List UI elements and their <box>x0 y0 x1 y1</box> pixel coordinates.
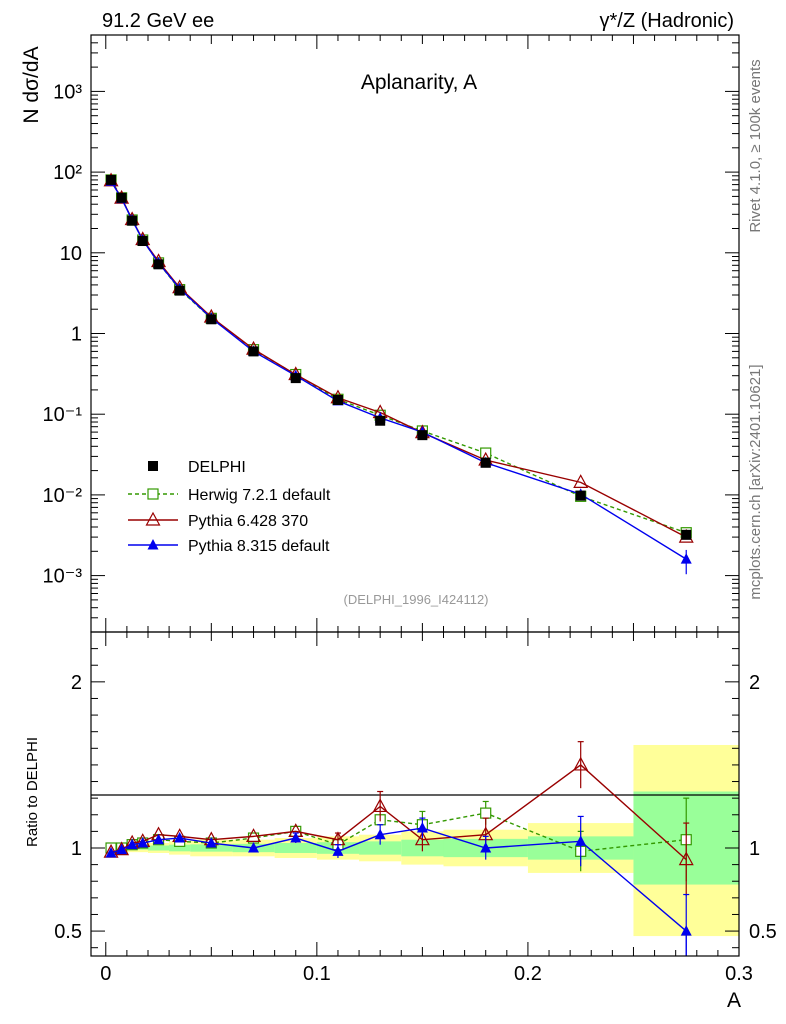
ratio-y-tick-label-right: 0.5 <box>749 921 777 943</box>
main-series-delphi <box>106 174 692 540</box>
main-series-pythia-8-315-default <box>105 175 692 564</box>
green-band-segment <box>147 845 170 851</box>
ratio-series-pythia-8-315-default <box>105 815 692 956</box>
ratio-point-pythia-6-428-370 <box>246 828 262 842</box>
ratio-point-pythia-8-315-default <box>290 832 302 843</box>
ratio-point-pythia-6-428-370 <box>414 831 430 846</box>
header-right: γ*/Z (Hadronic) <box>600 10 734 32</box>
plot-title: Aplanarity, A <box>361 71 477 94</box>
x-tick-label: 0 <box>100 963 111 985</box>
main-series-herwig-7-2-1-default <box>105 174 692 539</box>
ratio-point-pythia-8-315-default <box>174 832 186 843</box>
main-point-delphi <box>248 346 259 357</box>
ratio-y-tick-label-left: 2 <box>71 672 82 694</box>
legend: DELPHI Herwig 7.2.1 default Pythia 6.428 3… <box>128 459 331 555</box>
main-point-delphi <box>417 430 428 441</box>
main-point-delphi <box>206 314 217 325</box>
header-left: 91.2 GeV ee <box>102 10 214 32</box>
main-point-delphi <box>332 394 343 405</box>
ratio-point-pythia-8-315-default <box>105 846 117 858</box>
main-series-group <box>103 172 694 575</box>
ratio-point-pythia-8-315-default <box>126 838 138 850</box>
ratio-y-axis-label: Ratio to DELPHI <box>24 737 41 847</box>
legend-label-herwig-7-2-1-default: Herwig 7.2.1 default <box>188 487 331 504</box>
ratio-y-ticks: 0.5 0.5 1 1 2 2 <box>54 648 777 949</box>
ratio-point-pythia-6-428-370 <box>678 851 694 866</box>
main-point-delphi <box>137 236 148 247</box>
x-ticks: 0 0.1 0.2 0.3 <box>100 35 753 985</box>
ratio-point-pythia-8-315-default <box>480 842 492 853</box>
x-tick-label: 0.1 <box>303 963 331 985</box>
ratio-y-tick-label-left: 1 <box>71 838 82 860</box>
main-y-ticks: 10⁻³ 10⁻² 10⁻¹ 1 10 10² 10³ <box>43 34 739 633</box>
main-point-pythia-6-428-370 <box>573 474 589 488</box>
analysis-id: (DELPHI_1996_I424112) <box>343 592 488 607</box>
ratio-point-pythia-8-315-default <box>205 837 217 848</box>
mcplots-label: mcplots.cern.ch [arXiv:2401.10621] <box>747 364 764 599</box>
main-point-delphi <box>106 174 117 185</box>
main-line-herwig-7-2-1-default <box>110 179 687 534</box>
main-y-tick-label: 10² <box>53 162 82 184</box>
ratio-point-pythia-8-315-default <box>332 845 344 856</box>
ratio-point-pythia-8-315-default <box>137 837 149 848</box>
ratio-point-pythia-8-315-default <box>680 925 692 936</box>
ratio-y-tick-label-right: 2 <box>749 672 760 694</box>
main-point-delphi <box>153 259 164 270</box>
main-y-tick-label: 10 <box>60 243 82 265</box>
main-y-tick-label: 10⁻³ <box>43 566 83 588</box>
green-band-segment <box>274 843 317 853</box>
ratio-y-tick-label-right: 1 <box>749 838 760 860</box>
main-point-delphi <box>290 373 301 384</box>
ratio-frame <box>90 631 740 957</box>
green-band-segment <box>359 841 402 855</box>
rivet-label: Rivet 4.1.0, ≥ 100k events <box>747 59 764 232</box>
x-axis-label: A <box>727 989 741 1012</box>
main-point-delphi <box>116 192 127 203</box>
ratio-series-pythia-6-428-370 <box>103 741 694 897</box>
legend-label-pythia-8-315-default: Pythia 8.315 default <box>188 538 330 555</box>
main-point-delphi <box>375 415 386 426</box>
ratio-point-pythia-8-315-default <box>374 828 386 840</box>
main-y-tick-label: 10⁻¹ <box>43 404 83 426</box>
legend-marker-delphi <box>148 461 158 471</box>
legend-marker-herwig-7-2-1-default <box>147 488 159 500</box>
legend-marker-pythia-8-315-default <box>147 539 159 550</box>
main-y-tick-label: 1 <box>71 324 82 346</box>
main-point-delphi <box>174 285 185 296</box>
x-tick-label: 0.2 <box>514 963 542 985</box>
ratio-point-pythia-6-428-370 <box>372 798 388 813</box>
main-point-delphi <box>681 529 692 540</box>
main-point-delphi <box>575 490 586 501</box>
x-tick-label: 0.3 <box>725 963 753 985</box>
legend-label-pythia-6-428-370: Pythia 6.428 370 <box>188 513 308 530</box>
ratio-point-herwig-7-2-1-default <box>480 807 492 819</box>
ratio-point-pythia-6-428-370 <box>573 756 589 771</box>
green-band-segment <box>169 844 191 852</box>
legend-label-delphi: DELPHI <box>188 459 246 476</box>
ratio-series-group <box>103 741 694 956</box>
ratio-point-pythia-8-315-default <box>153 833 165 845</box>
main-point-delphi <box>127 215 138 226</box>
main-y-tick-label: 10³ <box>53 81 82 103</box>
main-y-tick-label: 10⁻² <box>43 485 83 507</box>
main-y-axis-label: N dσ/dA <box>20 46 43 123</box>
main-line-pythia-6-428-370 <box>110 180 687 538</box>
ratio-point-pythia-8-315-default <box>248 842 260 853</box>
ratio-y-tick-label-left: 0.5 <box>54 921 82 943</box>
ratio-point-pythia-8-315-default <box>416 822 428 833</box>
ratio-point-pythia-8-315-default <box>116 843 128 855</box>
legend-marker-pythia-6-428-370 <box>145 511 161 526</box>
ratio-point-pythia-8-315-default <box>575 835 587 846</box>
main-point-delphi <box>480 457 491 468</box>
